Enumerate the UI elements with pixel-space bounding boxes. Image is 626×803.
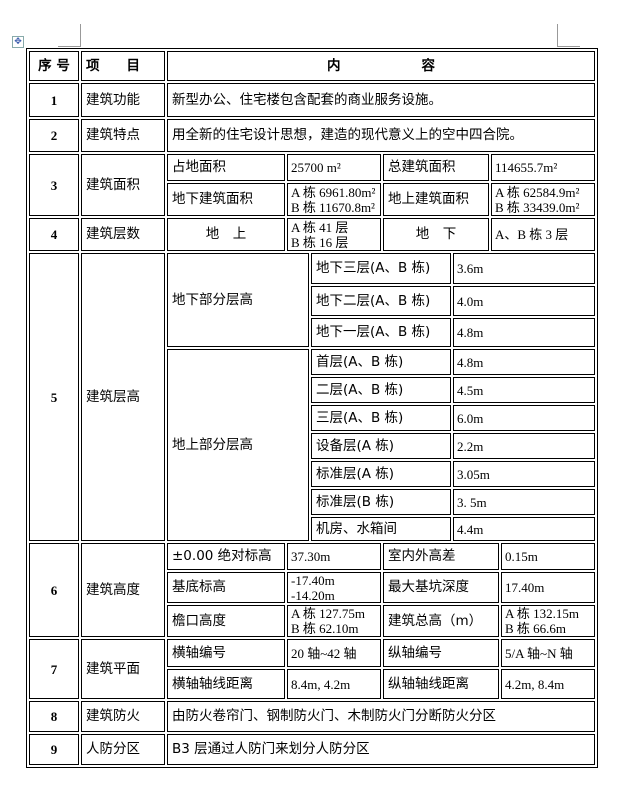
label-cell: 基底标高 xyxy=(167,572,285,603)
value-cell: A 栋 132.15m B 栋 66.6m xyxy=(501,605,595,637)
floor-height: 3. 5m xyxy=(453,489,595,515)
row-item-label: 人防分区 xyxy=(81,734,165,765)
row-number: 3 xyxy=(29,154,79,216)
floor-height: 4.8m xyxy=(453,349,595,375)
label-cell: 檐口高度 xyxy=(167,605,285,637)
value-cell: 0.15m xyxy=(501,543,595,570)
value-cell: 4.2m, 8.4m xyxy=(501,669,595,699)
value-cell: 17.40m xyxy=(501,572,595,603)
floor-name: 三层(A、B 栋) xyxy=(311,405,451,431)
floor-height: 4.4m xyxy=(453,517,595,541)
label-cell: 纵轴编号 xyxy=(383,639,499,667)
value-cell: 25700 m² xyxy=(287,154,381,181)
row-item-label: 建筑高度 xyxy=(81,543,165,637)
label-cell: 室内外高差 xyxy=(383,543,499,570)
value-cell: A、B 栋 3 层 xyxy=(491,218,595,251)
floor-height: 4.5m xyxy=(453,377,595,403)
floor-height: 4.8m xyxy=(453,318,595,347)
label-cell: 地下建筑面积 xyxy=(167,183,285,216)
value-cell: 8.4m, 4.2m xyxy=(287,669,381,699)
row-content: B3 层通过人防门来划分人防分区 xyxy=(167,734,595,765)
row-content: 新型办公、住宅楼包含配套的商业服务设施。 xyxy=(167,83,595,117)
group-label: 地上部分层高 xyxy=(167,349,309,541)
row-number: 8 xyxy=(29,701,79,732)
label-cell: 地 上 xyxy=(167,218,285,251)
page-margin-corner xyxy=(557,24,580,47)
row-item-label: 建筑层数 xyxy=(81,218,165,251)
floor-name: 机房、水箱间 xyxy=(311,517,451,541)
label-cell: 地 下 xyxy=(383,218,489,251)
row-number: 6 xyxy=(29,543,79,637)
label-cell: 最大基坑深度 xyxy=(383,572,499,603)
floor-height: 6.0m xyxy=(453,405,595,431)
value-cell: 37.30m xyxy=(287,543,381,570)
floor-name: 设备层(A 栋) xyxy=(311,433,451,459)
floor-name: 二层(A、B 栋) xyxy=(311,377,451,403)
row-number: 1 xyxy=(29,83,79,117)
value-cell: 114655.7m² xyxy=(491,154,595,181)
value-cell: -17.40m -14.20m xyxy=(287,572,381,603)
floor-name: 首层(A、B 栋) xyxy=(311,349,451,375)
row-item-label: 建筑面积 xyxy=(81,154,165,216)
floor-height: 4.0m xyxy=(453,286,595,316)
floor-height: 3.05m xyxy=(453,461,595,487)
label-cell: ±0.00 绝对标高 xyxy=(167,543,285,570)
row-number: 2 xyxy=(29,119,79,152)
row-item-label: 建筑层高 xyxy=(81,253,165,541)
label-cell: 地上建筑面积 xyxy=(383,183,489,216)
floor-height: 2.2m xyxy=(453,433,595,459)
value-cell: A 栋 41 层 B 栋 16 层 xyxy=(287,218,381,251)
row-item-label: 建筑功能 xyxy=(81,83,165,117)
row-item-label: 建筑平面 xyxy=(81,639,165,699)
label-cell: 占地面积 xyxy=(167,154,285,181)
floor-name: 标准层(B 栋) xyxy=(311,489,451,515)
floor-name: 地下一层(A、B 栋) xyxy=(311,318,451,347)
page-margin-corner xyxy=(58,24,81,47)
row-content: 用全新的住宅设计思想，建造的现代意义上的空中四合院。 xyxy=(167,119,595,152)
label-cell: 建筑总高（m） xyxy=(383,605,499,637)
row-number: 7 xyxy=(29,639,79,699)
header-seq: 序 号 xyxy=(29,51,79,81)
table-move-handle-icon[interactable]: ✥ xyxy=(12,36,24,48)
label-cell: 横轴轴线距离 xyxy=(167,669,285,699)
row-item-label: 建筑防火 xyxy=(81,701,165,732)
row-item-label: 建筑特点 xyxy=(81,119,165,152)
value-cell: A 栋 6961.80m² B 栋 11670.8m² xyxy=(287,183,381,216)
group-label: 地下部分层高 xyxy=(167,253,309,347)
row-content: 由防火卷帘门、钢制防火门、木制防火门分断防火分区 xyxy=(167,701,595,732)
floor-name: 标准层(A 栋) xyxy=(311,461,451,487)
value-cell: 5/A 轴~N 轴 xyxy=(501,639,595,667)
header-content: 内 容 xyxy=(167,51,595,81)
row-number: 4 xyxy=(29,218,79,251)
floor-height: 3.6m xyxy=(453,253,595,284)
value-cell: A 栋 127.75m B 栋 62.10m xyxy=(287,605,381,637)
floor-name: 地下三层(A、B 栋) xyxy=(311,253,451,284)
header-item: 项 目 xyxy=(81,51,165,81)
label-cell: 总建筑面积 xyxy=(383,154,489,181)
label-cell: 纵轴轴线距离 xyxy=(383,669,499,699)
row-number: 9 xyxy=(29,734,79,765)
label-cell: 横轴编号 xyxy=(167,639,285,667)
floor-name: 地下二层(A、B 栋) xyxy=(311,286,451,316)
value-cell: 20 轴~42 轴 xyxy=(287,639,381,667)
table-outer-border xyxy=(26,48,598,768)
row-number: 5 xyxy=(29,253,79,541)
value-cell: A 栋 62584.9m² B 栋 33439.0m² xyxy=(491,183,595,216)
